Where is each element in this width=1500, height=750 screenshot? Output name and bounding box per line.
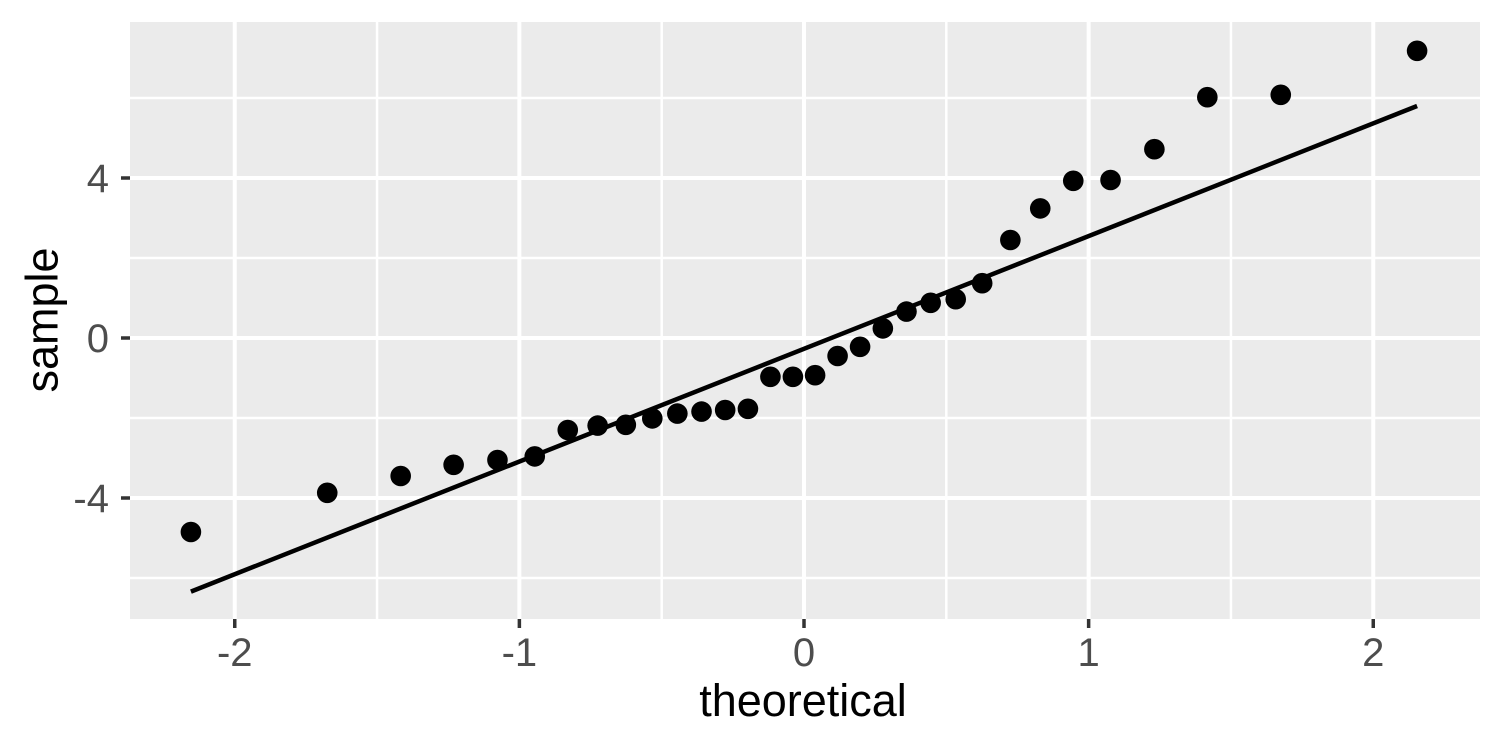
- data-point: [180, 521, 202, 543]
- y-tick-label: 4: [87, 157, 109, 201]
- data-point: [849, 336, 871, 358]
- data-point: [872, 318, 894, 339]
- y-axis-title: sample: [16, 247, 68, 393]
- data-point: [1144, 138, 1165, 160]
- y-tick-label: -4: [73, 477, 109, 521]
- data-point: [443, 454, 464, 476]
- x-tick-label: 0: [793, 631, 815, 675]
- x-tick-label: 1: [1078, 631, 1100, 675]
- data-point: [691, 401, 712, 422]
- x-tick-label: 2: [1362, 631, 1384, 675]
- data-point: [1197, 86, 1218, 108]
- qq-line: [190, 103, 1418, 594]
- data-point: [1062, 170, 1084, 192]
- data-point: [557, 419, 579, 441]
- x-tick-label: -1: [502, 631, 538, 675]
- data-point: [760, 366, 781, 388]
- data-point: [1100, 169, 1121, 191]
- data-point: [827, 345, 848, 367]
- data-point: [782, 366, 804, 388]
- x-axis-title: theoretical: [699, 675, 907, 726]
- data-point: [390, 465, 411, 487]
- data-point: [714, 399, 736, 421]
- data-point: [737, 398, 759, 420]
- data-point: [945, 288, 967, 310]
- data-point: [316, 482, 338, 504]
- data-point: [804, 364, 826, 386]
- data-point: [487, 449, 508, 471]
- y-tick-label: 0: [87, 317, 109, 361]
- data-point: [667, 403, 688, 424]
- data-point: [1029, 198, 1051, 219]
- data-point: [1270, 84, 1292, 106]
- data-point: [1000, 229, 1021, 251]
- data-point: [1406, 40, 1428, 62]
- x-tick-label: -2: [217, 631, 253, 675]
